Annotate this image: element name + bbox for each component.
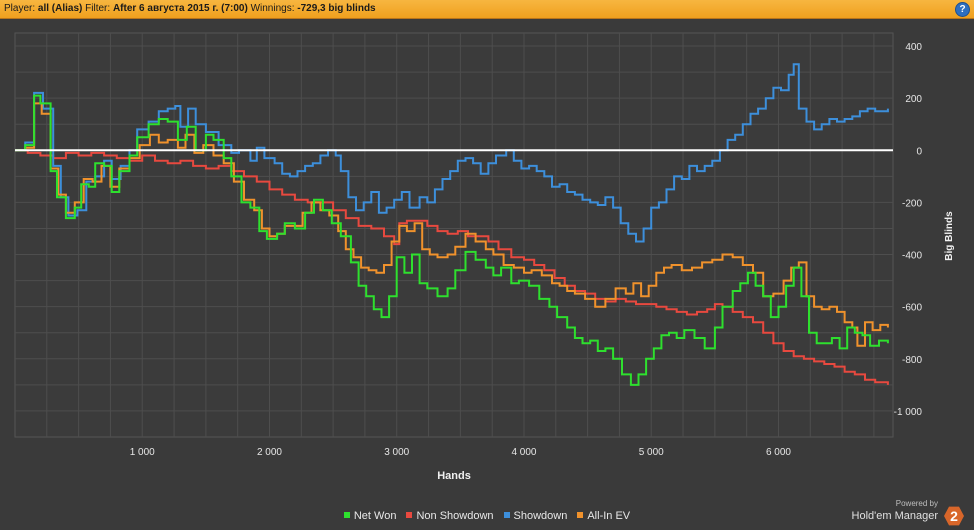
legend-label: Net Won xyxy=(353,510,397,522)
powered-by-badge: Powered by Hold'em Manager 2 xyxy=(851,499,964,526)
powered-by-text: Powered by xyxy=(895,499,938,508)
legend-label: Non Showdown xyxy=(416,510,494,522)
series-line-net-won xyxy=(15,94,889,386)
y-tick-label: 200 xyxy=(905,94,922,105)
filter-header-bar: Player: all (Alias) Filter: After 6 авгу… xyxy=(0,0,974,19)
player-value: all (Alias) xyxy=(37,3,83,14)
winnings-label: Winnings: xyxy=(250,3,295,14)
y-axis-label: Big Blinds xyxy=(944,211,955,261)
legend-swatch xyxy=(503,512,510,518)
series-lines xyxy=(15,63,889,386)
help-icon[interactable]: ? xyxy=(955,2,970,17)
x-tick-label: 2 000 xyxy=(257,447,282,458)
legend-swatch xyxy=(577,512,584,518)
legend-item[interactable]: Showdown xyxy=(503,510,568,522)
filter-label: Filter: xyxy=(85,3,111,14)
player-label: Player: xyxy=(4,3,36,14)
series-line-showdown xyxy=(15,63,889,243)
legend-swatch xyxy=(406,512,413,518)
y-tick-label: 400 xyxy=(905,42,922,53)
axis-ticks: 1 000 2 000 3 000 4 000 5 000 6 000 400 200 0 -20… xyxy=(130,42,923,458)
y-tick-label: -400 xyxy=(902,251,922,262)
x-tick-label: 6 000 xyxy=(766,447,791,458)
y-tick-label: -800 xyxy=(902,355,922,366)
filter-value: After 6 августа 2015 г. (7:00) xyxy=(112,3,248,14)
legend-item[interactable]: All-In EV xyxy=(577,510,630,522)
x-tick-label: 1 000 xyxy=(130,447,155,458)
y-tick-label: -200 xyxy=(902,198,922,209)
brand-name: Hold'em Manager xyxy=(851,510,938,522)
x-axis-label: Hands xyxy=(437,470,471,482)
legend-label: All-In EV xyxy=(587,510,631,522)
chart-legend: Net Won Non Showdown Showdown All-In EV xyxy=(0,510,974,524)
legend-item[interactable]: Non Showdown xyxy=(406,510,494,522)
winnings-value: -729,3 big blinds xyxy=(297,3,376,14)
x-tick-label: 5 000 xyxy=(639,447,664,458)
grid-lines xyxy=(14,32,894,438)
winnings-graph: 1 000 2 000 3 000 4 000 5 000 6 000 400 200 0 -20… xyxy=(14,32,955,482)
series-line-all-in-ev xyxy=(15,102,889,347)
y-tick-label: 0 xyxy=(916,146,922,157)
legend-item[interactable]: Net Won xyxy=(343,510,397,522)
x-tick-label: 3 000 xyxy=(384,447,409,458)
series-line-non-showdown xyxy=(15,149,889,385)
legend-swatch xyxy=(343,512,350,518)
legend-label: Showdown xyxy=(513,510,568,522)
y-tick-label: -1 000 xyxy=(894,407,923,418)
plot-area xyxy=(14,32,894,438)
x-tick-label: 4 000 xyxy=(511,447,536,458)
hm2-logo-icon: 2 xyxy=(944,506,964,526)
y-tick-label: -600 xyxy=(902,303,922,314)
